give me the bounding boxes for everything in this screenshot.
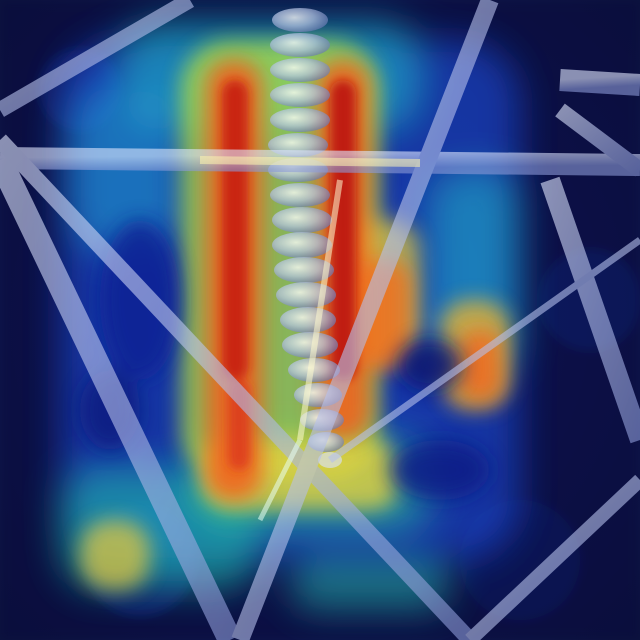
- steel-highlights: [199, 156, 421, 522]
